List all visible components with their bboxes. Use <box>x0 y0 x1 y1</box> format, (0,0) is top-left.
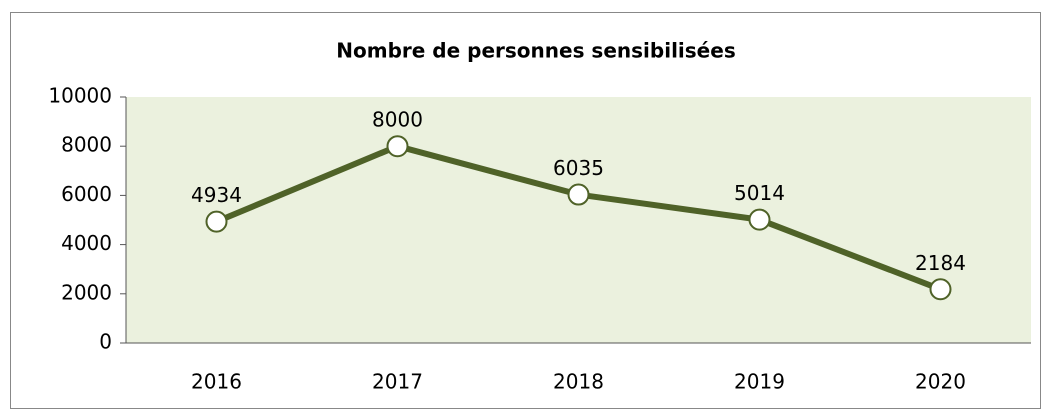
x-tick-label: 2019 <box>734 370 785 394</box>
y-tick-label: 6000 <box>61 182 112 206</box>
y-tick-label: 4000 <box>61 231 112 255</box>
data-point <box>567 183 590 206</box>
y-tick-label: 8000 <box>61 133 112 157</box>
data-point <box>205 210 228 233</box>
data-label: 8000 <box>372 108 423 132</box>
y-tick-label: 0 <box>99 330 112 354</box>
data-label: 5014 <box>734 181 785 205</box>
data-label: 6035 <box>553 156 604 180</box>
x-tick-label: 2018 <box>553 370 604 394</box>
y-tick-label: 10000 <box>48 84 112 108</box>
data-label: 2184 <box>915 251 966 275</box>
chart-title: Nombre de personnes sensibilisées <box>336 39 735 63</box>
y-tick-label: 2000 <box>61 280 112 304</box>
x-tick-label: 2020 <box>915 370 966 394</box>
data-point <box>929 278 952 301</box>
data-label: 4934 <box>191 183 242 207</box>
plot-area <box>126 97 1031 343</box>
data-point <box>748 208 771 231</box>
x-tick-label: 2017 <box>372 370 423 394</box>
data-point <box>386 135 409 158</box>
x-tick-label: 2016 <box>191 370 242 394</box>
